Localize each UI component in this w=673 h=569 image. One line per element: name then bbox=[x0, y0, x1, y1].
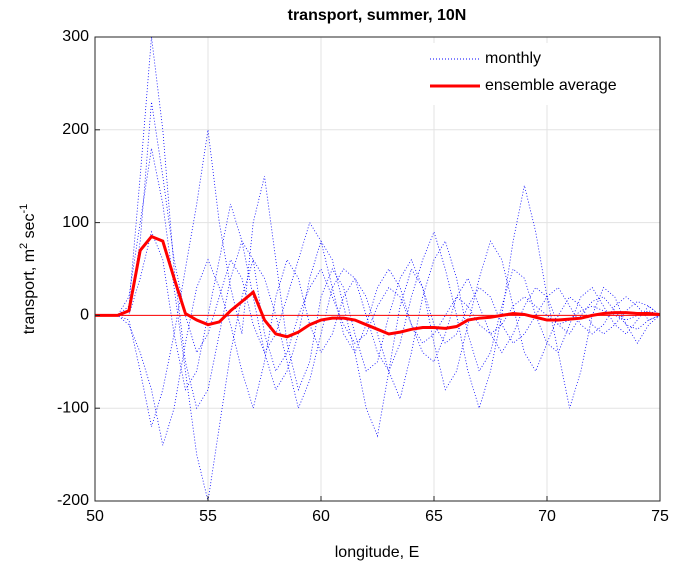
y-tick-label: -100 bbox=[57, 399, 89, 416]
x-tick-label: 75 bbox=[651, 508, 669, 525]
plot-area bbox=[95, 37, 660, 501]
monthly-line bbox=[95, 101, 660, 363]
y-tick-label: 0 bbox=[80, 307, 89, 324]
y-label-part: sec bbox=[21, 213, 38, 242]
legend: monthly ensemble average bbox=[425, 43, 650, 105]
monthly-line bbox=[95, 203, 660, 438]
legend-label: monthly bbox=[485, 50, 541, 67]
x-axis-label: longitude, E bbox=[335, 544, 420, 561]
y-tick-label: 300 bbox=[62, 28, 89, 45]
y-tick-label: 100 bbox=[62, 214, 89, 231]
axes-box bbox=[94, 36, 661, 502]
y-axis-label: transport, m2 sec-1 bbox=[18, 204, 38, 335]
monthly-line bbox=[95, 129, 660, 427]
legend-label: ensemble average bbox=[485, 77, 617, 94]
y-label-part: transport, m bbox=[21, 249, 38, 334]
legend-box bbox=[425, 43, 650, 105]
monthly-line bbox=[95, 148, 660, 501]
x-tick-label: 65 bbox=[425, 508, 443, 525]
monthly-line bbox=[95, 37, 660, 410]
ticks: -200 -100 0 100 200 300 50 55 60 65 70 75 bbox=[57, 28, 669, 525]
y-label-sup: -1 bbox=[18, 204, 30, 214]
x-tick-label: 60 bbox=[312, 508, 330, 525]
x-tick-label: 55 bbox=[199, 508, 217, 525]
chart-title: transport, summer, 10N bbox=[288, 7, 467, 24]
x-tick-label: 70 bbox=[538, 508, 556, 525]
y-tick-label: -200 bbox=[57, 492, 89, 509]
y-tick-label: 200 bbox=[62, 121, 89, 138]
x-tick-label: 50 bbox=[86, 508, 104, 525]
y-label-sup: 2 bbox=[18, 243, 30, 249]
lines bbox=[95, 37, 660, 501]
